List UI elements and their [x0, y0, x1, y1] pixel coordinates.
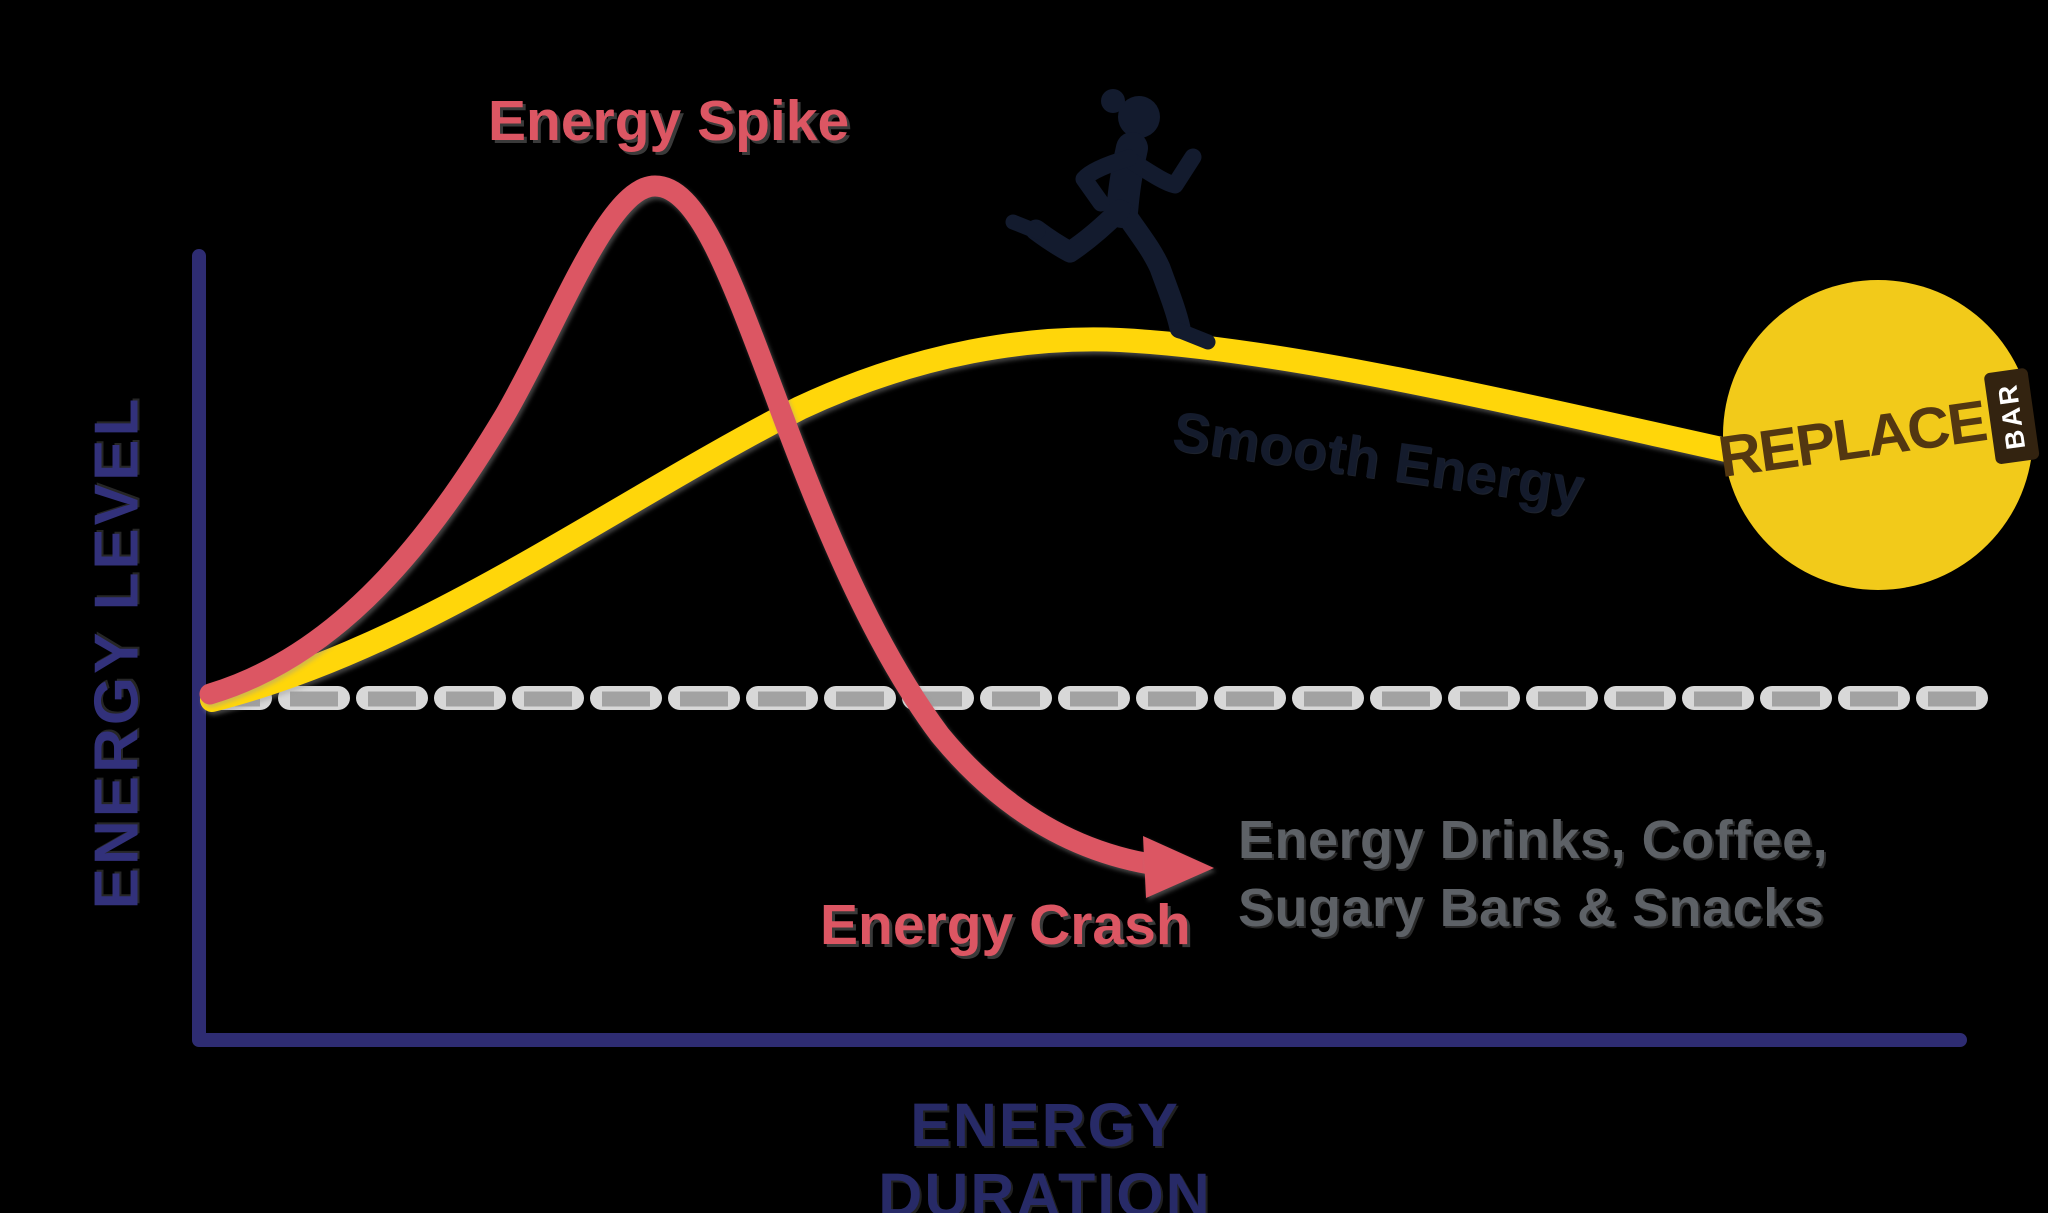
- energy-spike-label: Energy Spike: [488, 89, 850, 153]
- y-axis-label: ENERGY LEVEL: [82, 395, 152, 910]
- baseline-dashed-line: [200, 686, 2000, 710]
- axes-lines: [192, 249, 1967, 1047]
- runner-icon: [1005, 89, 1216, 350]
- sustained-energy-curve: [200, 327, 1747, 712]
- energy-crash-label: Energy Crash: [820, 893, 1191, 957]
- sugary-snacks-caption: Energy Drinks, Coffee, Sugary Bars & Sna…: [1238, 806, 1828, 942]
- caption-line-1: Energy Drinks, Coffee,: [1238, 810, 1829, 870]
- x-axis-label: ENERGY DURATION: [878, 1091, 1212, 1213]
- logo-word-replace: REPLACE: [1714, 387, 1990, 490]
- logo-word-bar: BAR: [1992, 380, 2032, 452]
- replace-bar-logo-lockup: REPLACE BAR: [1714, 367, 2041, 503]
- caption-line-2: Sugary Bars & Snacks: [1238, 878, 1825, 938]
- spike-crash-curve: [199, 175, 1161, 875]
- replace-bar-logo-badge: REPLACE BAR: [1715, 280, 2041, 590]
- crash-arrowhead-icon: [1143, 836, 1214, 898]
